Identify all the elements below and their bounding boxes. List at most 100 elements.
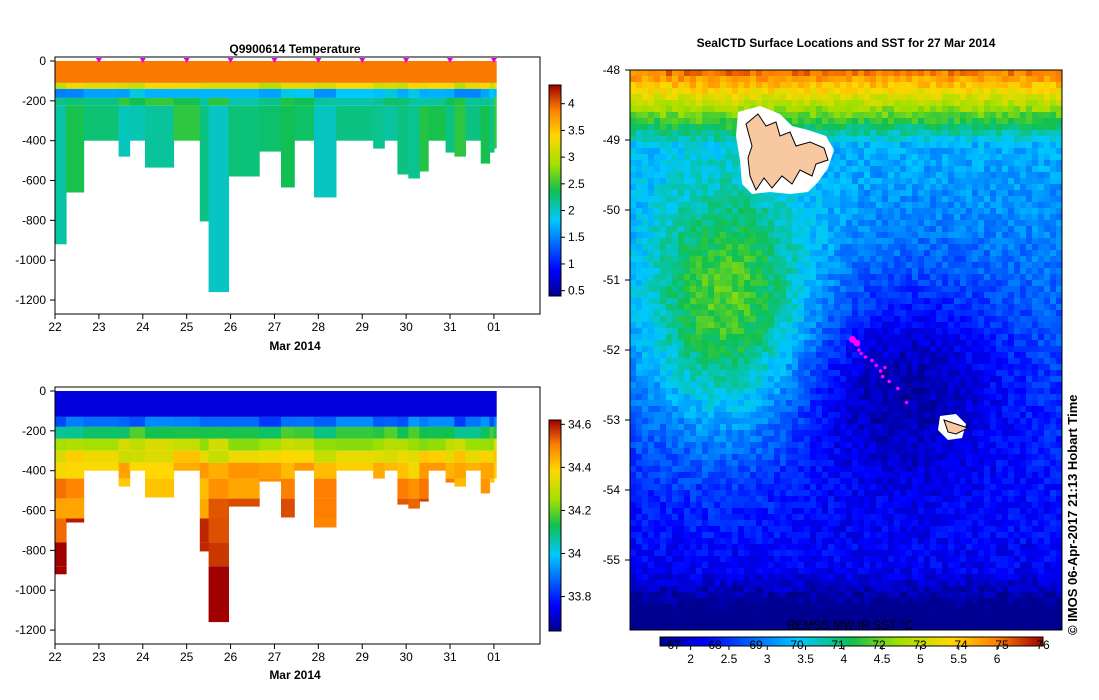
sst-cell — [876, 358, 883, 365]
sst-cell — [930, 214, 937, 221]
sst-cell — [1032, 244, 1039, 251]
sst-cell — [960, 340, 967, 347]
sst-cell — [648, 406, 655, 413]
sst-cell — [648, 142, 655, 149]
sst-cell — [630, 412, 637, 419]
sst-cell — [798, 214, 805, 221]
section-cell — [281, 391, 295, 417]
sst-cell — [936, 436, 943, 443]
section-cell — [419, 438, 429, 451]
sst-cell — [654, 268, 661, 275]
section-cell — [145, 82, 175, 89]
sst-cell — [870, 184, 877, 191]
sst-cell — [1020, 376, 1027, 383]
sst-cell — [762, 238, 769, 245]
sst-cell — [840, 88, 847, 95]
sst-cell — [876, 244, 883, 251]
sst-cell — [960, 196, 967, 203]
sst-cell — [678, 412, 685, 419]
sst-cell — [984, 256, 991, 263]
sst-cell — [738, 70, 745, 77]
sst-cell — [816, 184, 823, 191]
sst-cell — [678, 100, 685, 107]
sst-cell — [1050, 136, 1057, 143]
sst-cell — [660, 346, 667, 353]
sst-cell — [936, 112, 943, 119]
sst-cell — [870, 166, 877, 173]
sst-cell — [1050, 226, 1057, 233]
sst-cell — [1014, 172, 1021, 179]
sst-cell — [654, 334, 661, 341]
sst-cell — [882, 94, 889, 101]
sst-cell — [984, 274, 991, 281]
sst-cell — [684, 304, 691, 311]
sst-cell — [822, 250, 829, 257]
sst-cell — [912, 178, 919, 185]
y-tick-label: -600 — [22, 504, 46, 518]
sst-cell — [822, 112, 829, 119]
section-cell — [408, 426, 420, 439]
sst-cell — [960, 220, 967, 227]
sst-cell — [1026, 160, 1033, 167]
sst-cell — [906, 394, 913, 401]
sst-cell — [1056, 400, 1062, 407]
y-tick-label: -600 — [22, 174, 46, 188]
sst-cell — [702, 214, 709, 221]
sst-cell — [912, 106, 919, 113]
sst-cell — [1032, 262, 1039, 269]
sst-cell — [1038, 106, 1045, 113]
sst-cell — [1050, 208, 1057, 215]
sst-cell — [876, 94, 883, 101]
sst-cell — [1002, 160, 1009, 167]
sst-cell — [870, 118, 877, 125]
sst-cell — [780, 70, 787, 77]
sst-cell — [1050, 178, 1057, 185]
sst-cell — [702, 142, 709, 149]
sst-cell — [1044, 124, 1051, 131]
sst-cell — [834, 82, 841, 89]
sst-cell — [1050, 82, 1057, 89]
x-tick-label: 23 — [92, 650, 106, 664]
sst-cell — [720, 130, 727, 137]
sst-cell — [870, 148, 877, 155]
sst-cell — [798, 94, 805, 101]
sst-cell — [696, 184, 703, 191]
sst-cell — [678, 256, 685, 263]
sst-cell — [900, 178, 907, 185]
sst-cell — [732, 334, 739, 341]
section-cell — [373, 88, 385, 98]
sst-cell — [834, 202, 841, 209]
sst-cell — [702, 70, 709, 77]
sst-cell — [690, 238, 697, 245]
sst-cell — [798, 196, 805, 203]
sst-cell — [822, 406, 829, 413]
sst-cell — [954, 118, 961, 125]
salinity-y-axis: 0-200-400-600-800-1000-1200 — [15, 384, 55, 637]
sst-cell — [726, 286, 733, 293]
sst-cell — [1056, 250, 1062, 257]
sst-cell — [828, 364, 835, 371]
sst-cell — [738, 424, 745, 431]
sst-cell — [960, 352, 967, 359]
sst-cell — [642, 130, 649, 137]
sst-cell — [954, 130, 961, 137]
sst-cell — [852, 304, 859, 311]
sst-cell — [1002, 202, 1009, 209]
sst-cell — [900, 70, 907, 77]
sst-cell — [642, 262, 649, 269]
sst-cell — [954, 280, 961, 287]
sst-cell — [942, 328, 949, 335]
sst-cell — [852, 82, 859, 89]
sst-cell — [912, 406, 919, 413]
sst-cell — [1026, 88, 1033, 95]
sst-cell — [996, 436, 1003, 443]
section-cell — [55, 438, 67, 451]
sst-cell — [690, 286, 697, 293]
sst-cell — [936, 154, 943, 161]
salinity-plot-frame — [54, 386, 541, 645]
sst-cell — [810, 190, 817, 197]
sst-cell — [810, 226, 817, 233]
sst-cell — [960, 226, 967, 233]
sst-cell — [852, 424, 859, 431]
sst-cell — [900, 142, 907, 149]
